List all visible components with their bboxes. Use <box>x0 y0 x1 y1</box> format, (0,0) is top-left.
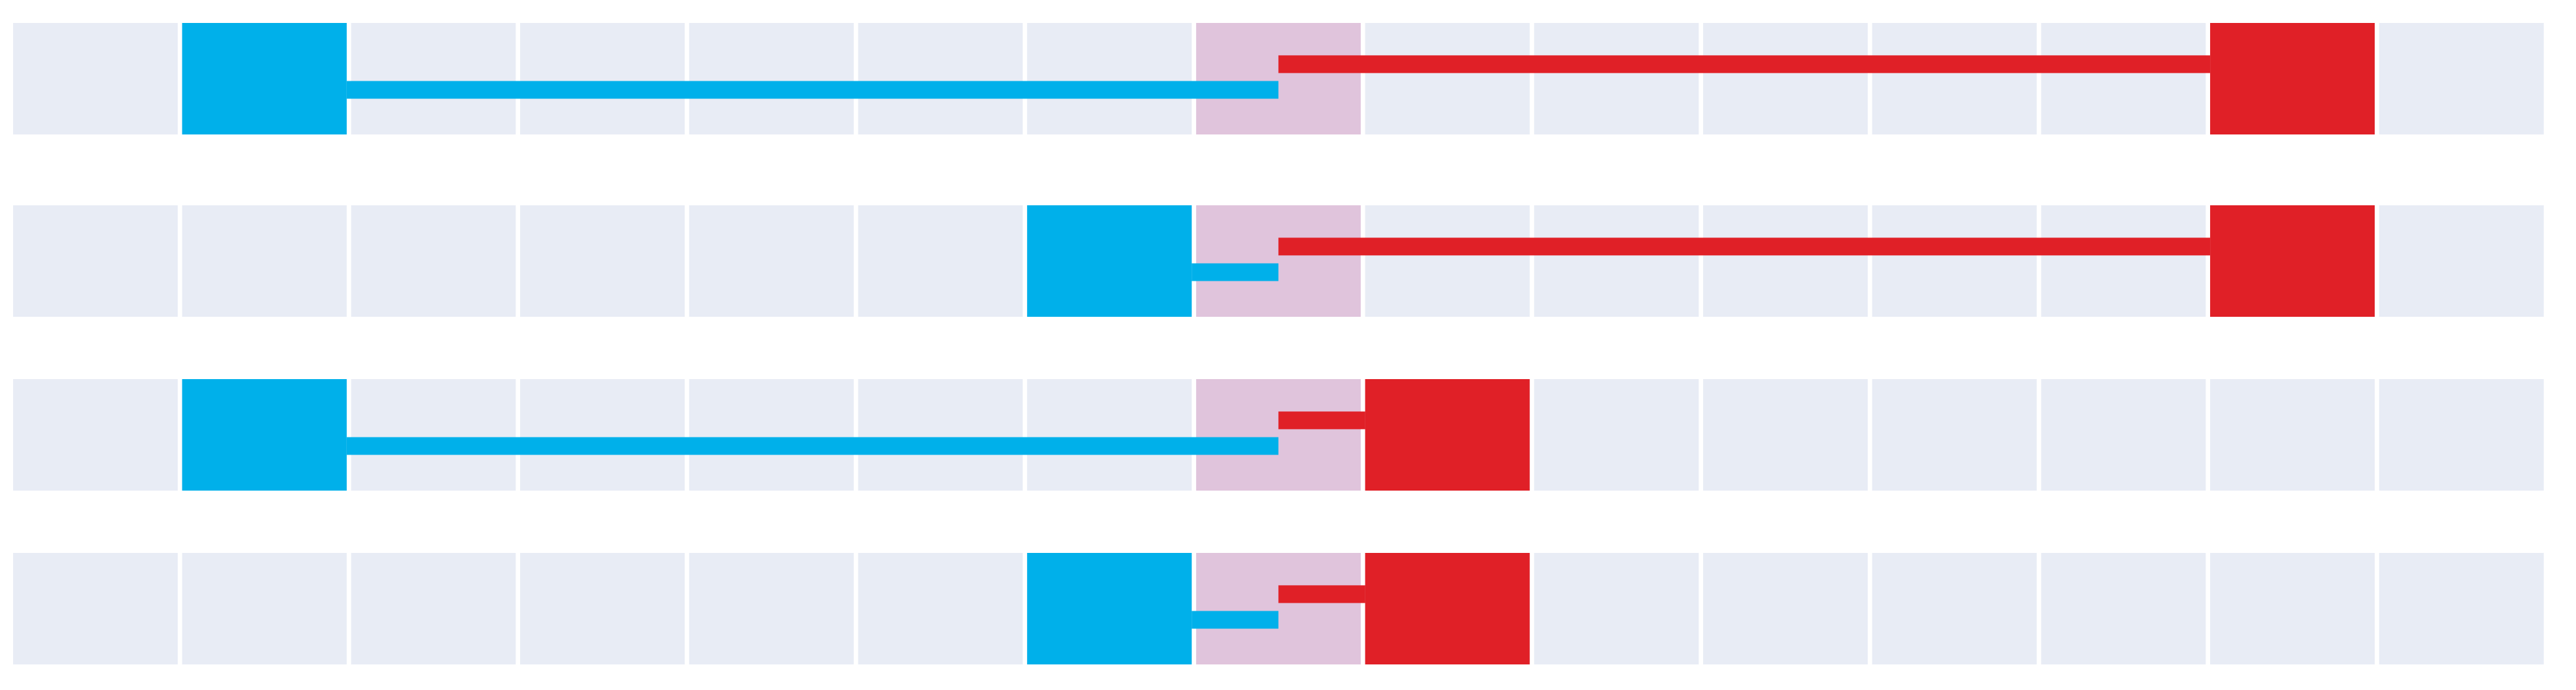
grid-cell <box>689 205 854 317</box>
grid-cell <box>1534 23 1699 134</box>
grid-cell <box>2041 23 2206 134</box>
grid-cell <box>1027 379 1192 491</box>
blue-connector-line <box>346 81 1279 99</box>
grid-cell <box>2041 379 2206 491</box>
red-connector-line <box>1278 411 1365 430</box>
grid-cell <box>2041 205 2206 317</box>
grid-cell <box>1872 23 2037 134</box>
red-connector-line <box>1278 585 1365 603</box>
grid-cell <box>2379 205 2544 317</box>
red-block <box>2210 23 2375 134</box>
highlighted-cell <box>1196 553 1361 664</box>
grid-cell <box>520 379 685 491</box>
grid-cell <box>13 205 178 317</box>
grid-cell <box>689 553 854 664</box>
highlighted-cell <box>1196 205 1361 317</box>
grid-cell <box>2379 379 2544 491</box>
grid-cell <box>2210 553 2375 664</box>
red-connector-line <box>1278 55 2211 73</box>
grid-cell <box>1703 205 1868 317</box>
grid-cell <box>351 379 516 491</box>
grid-cell <box>2379 553 2544 664</box>
blue-connector-line <box>1192 611 1279 629</box>
highlighted-cell <box>1196 379 1361 491</box>
grid-cell <box>1703 553 1868 664</box>
grid-cell <box>2041 553 2206 664</box>
red-block <box>2210 205 2375 317</box>
grid-cell <box>1872 205 2037 317</box>
grid-cell <box>13 379 178 491</box>
grid-cell <box>1365 205 1530 317</box>
grid-cell <box>13 23 178 134</box>
highlighted-cell <box>1196 23 1361 134</box>
blue-block <box>1027 205 1192 317</box>
grid-cell <box>858 205 1023 317</box>
grid-cell <box>1534 379 1699 491</box>
grid-cell <box>858 23 1023 134</box>
grid-cell <box>1703 23 1868 134</box>
blue-block <box>182 23 347 134</box>
grid-cell <box>2379 23 2544 134</box>
red-block <box>1365 553 1530 664</box>
grid-cell <box>1872 379 2037 491</box>
grid-cell <box>858 379 1023 491</box>
grid-cell <box>858 553 1023 664</box>
grid-cell <box>182 553 347 664</box>
blue-block <box>182 379 347 491</box>
blue-connector-line <box>346 437 1279 455</box>
grid-cell <box>2210 379 2375 491</box>
grid-cell <box>1534 553 1699 664</box>
grid-cell <box>520 23 685 134</box>
grid-cell <box>1703 379 1868 491</box>
grid-cell <box>351 23 516 134</box>
grid-cell <box>351 553 516 664</box>
grid-cell <box>182 205 347 317</box>
grid-cell <box>1872 553 2037 664</box>
grid-cell <box>1027 23 1192 134</box>
red-block <box>1365 379 1530 491</box>
grid-cell <box>689 379 854 491</box>
grid-cell <box>1365 23 1530 134</box>
grid-cell <box>351 205 516 317</box>
blue-block <box>1027 553 1192 664</box>
grid-cell <box>520 205 685 317</box>
grid-cell <box>689 23 854 134</box>
blue-connector-line <box>1192 263 1279 281</box>
grid-cell <box>520 553 685 664</box>
red-connector-line <box>1278 237 2211 256</box>
grid-cell <box>13 553 178 664</box>
grid-cell <box>1534 205 1699 317</box>
